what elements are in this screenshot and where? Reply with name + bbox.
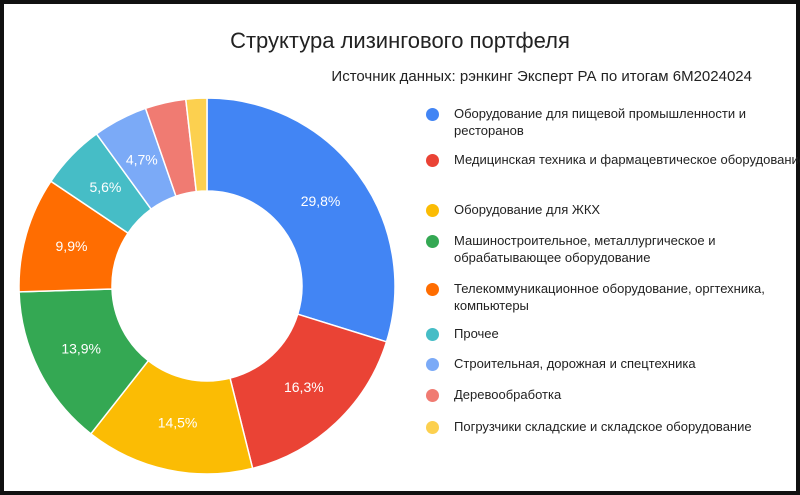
legend-swatch [426, 389, 439, 402]
legend-label: Оборудование для ЖКХ [454, 202, 601, 217]
slice-label-6: 5,6% [89, 179, 121, 195]
legend-swatch [426, 328, 439, 341]
legend-label: Телекоммуникационное оборудование, оргте… [454, 281, 765, 313]
donut-slice-1 [206, 97, 396, 343]
donut-slice-9 [184, 97, 208, 193]
legend-swatch [426, 108, 439, 121]
legend-item-5: Телекоммуникационное оборудование, оргте… [424, 280, 800, 314]
legend-swatch [426, 235, 439, 248]
legend-label: Деревообработка [454, 387, 562, 402]
legend-item-6: Прочее [424, 325, 800, 342]
donut-chart: 29,8% 16,3% 14,5% 13,9% 9,9% 5,6% 4,7% [18, 97, 396, 475]
legend-swatch [426, 154, 439, 167]
legend-label: Оборудование для пищевой промышленности … [454, 106, 746, 138]
legend-item-2: Медицинская техника и фармацевтическое о… [424, 151, 800, 168]
legend-swatch [426, 204, 439, 217]
legend-label: Строительная, дорожная и спецтехника [454, 356, 696, 371]
slice-label-7: 4,7% [126, 152, 158, 168]
slice-label-5: 9,9% [56, 238, 88, 254]
legend-swatch [426, 283, 439, 296]
slice-label-3: 14,5% [158, 415, 198, 431]
legend-label: Погрузчики складские и складское оборудо… [454, 419, 752, 434]
legend-label: Медицинская техника и фармацевтическое о… [454, 152, 800, 167]
legend-label: Прочее [454, 326, 499, 341]
legend-item-7: Строительная, дорожная и спецтехника [424, 355, 800, 372]
chart-title: Структура лизингового портфеля [230, 28, 570, 53]
legend-item-3: Оборудование для ЖКХ [424, 201, 800, 218]
donut-slice-2 [229, 313, 388, 470]
chart-subtitle: Источник данных: рэнкинг Эксперт РА по и… [331, 68, 752, 85]
legend-item-4: Машиностроительное, металлургическое и о… [424, 232, 800, 266]
legend-swatch [426, 421, 439, 434]
legend-item-8: Деревообработка [424, 386, 800, 403]
legend-item-1: Оборудование для пищевой промышленности … [424, 105, 800, 139]
slice-label-1: 29,8% [301, 193, 341, 209]
slice-label-2: 16,3% [284, 379, 324, 395]
legend-swatch [426, 358, 439, 371]
legend-label: Машиностроительное, металлургическое и о… [454, 233, 716, 265]
slice-label-4: 13,9% [61, 340, 101, 356]
legend-item-9: Погрузчики складские и складское оборудо… [424, 418, 800, 435]
